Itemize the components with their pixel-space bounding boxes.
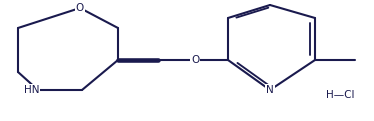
Text: HN: HN (24, 85, 39, 95)
Text: N: N (266, 85, 274, 95)
Text: O: O (191, 55, 199, 65)
Text: O: O (76, 3, 84, 13)
Text: H—Cl: H—Cl (326, 90, 354, 100)
